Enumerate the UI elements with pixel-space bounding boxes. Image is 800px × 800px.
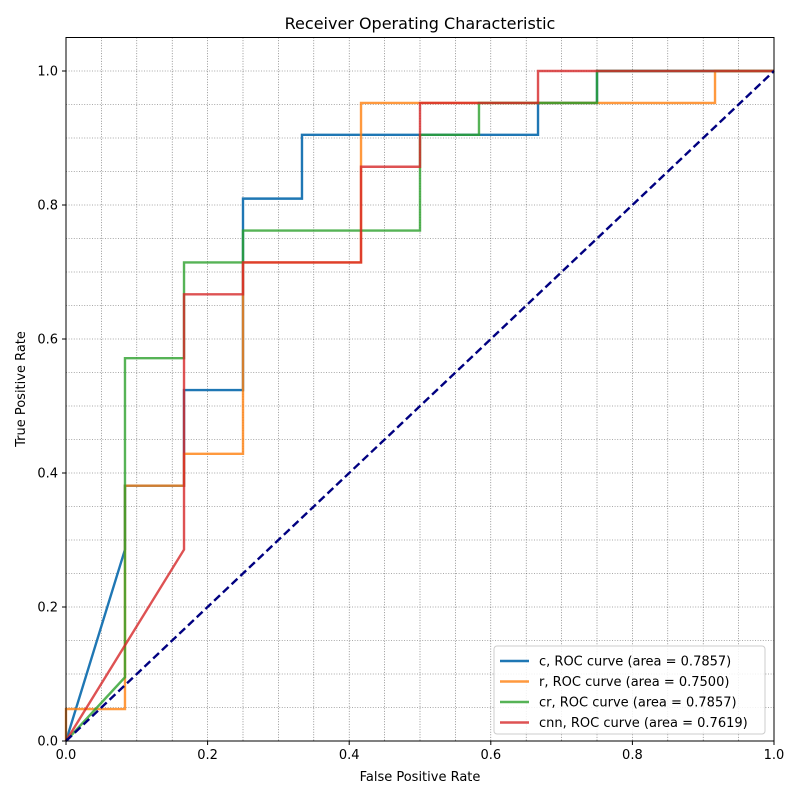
series-line-2	[64, 69, 774, 741]
series-line-4	[64, 69, 774, 742]
y-axis-label: True Positive Rate	[14, 331, 29, 448]
legend-box	[493, 645, 766, 735]
x-tick-label: 0.8	[622, 748, 643, 763]
y-tick-label: 0.6	[37, 333, 58, 348]
legend-label-1: c, ROC curve (area = 0.7857)	[539, 655, 731, 670]
x-axis-label: False Positive Rate	[360, 770, 481, 785]
y-tick-label: 1.0	[37, 65, 58, 80]
legend-label-4: cnn, ROC curve (area = 0.7619)	[539, 716, 748, 731]
y-tick-label: 0.4	[37, 467, 58, 482]
x-tick-label: 0.2	[197, 748, 218, 763]
y-axis-ticks: 0.0 0.2 0.4 0.6 0.8 1.0	[37, 65, 66, 750]
reference-diagonal-line	[65, 70, 775, 742]
x-axis-ticks: 0.0 0.2 0.4 0.6 0.8 1.0	[56, 741, 785, 763]
legend-label-3: cr, ROC curve (area = 0.7857)	[539, 696, 737, 711]
legend-label-2: r, ROC curve (area = 0.7500)	[539, 675, 729, 690]
series-lines	[64, 69, 775, 742]
y-tick-label: 0.2	[37, 601, 58, 616]
y-tick-label: 0.0	[37, 735, 58, 750]
y-tick-label: 0.8	[37, 199, 58, 214]
chart-title: Receiver Operating Characteristic	[285, 14, 556, 33]
x-tick-label: 1.0	[764, 748, 785, 763]
plot-frame	[65, 37, 775, 742]
x-tick-label: 0.4	[339, 748, 360, 763]
x-tick-label: 0.0	[56, 748, 77, 763]
x-tick-label: 0.6	[480, 748, 501, 763]
series-line-3	[65, 69, 774, 742]
legend: c, ROC curve (area = 0.7857) r, ROC curve…	[493, 645, 766, 735]
